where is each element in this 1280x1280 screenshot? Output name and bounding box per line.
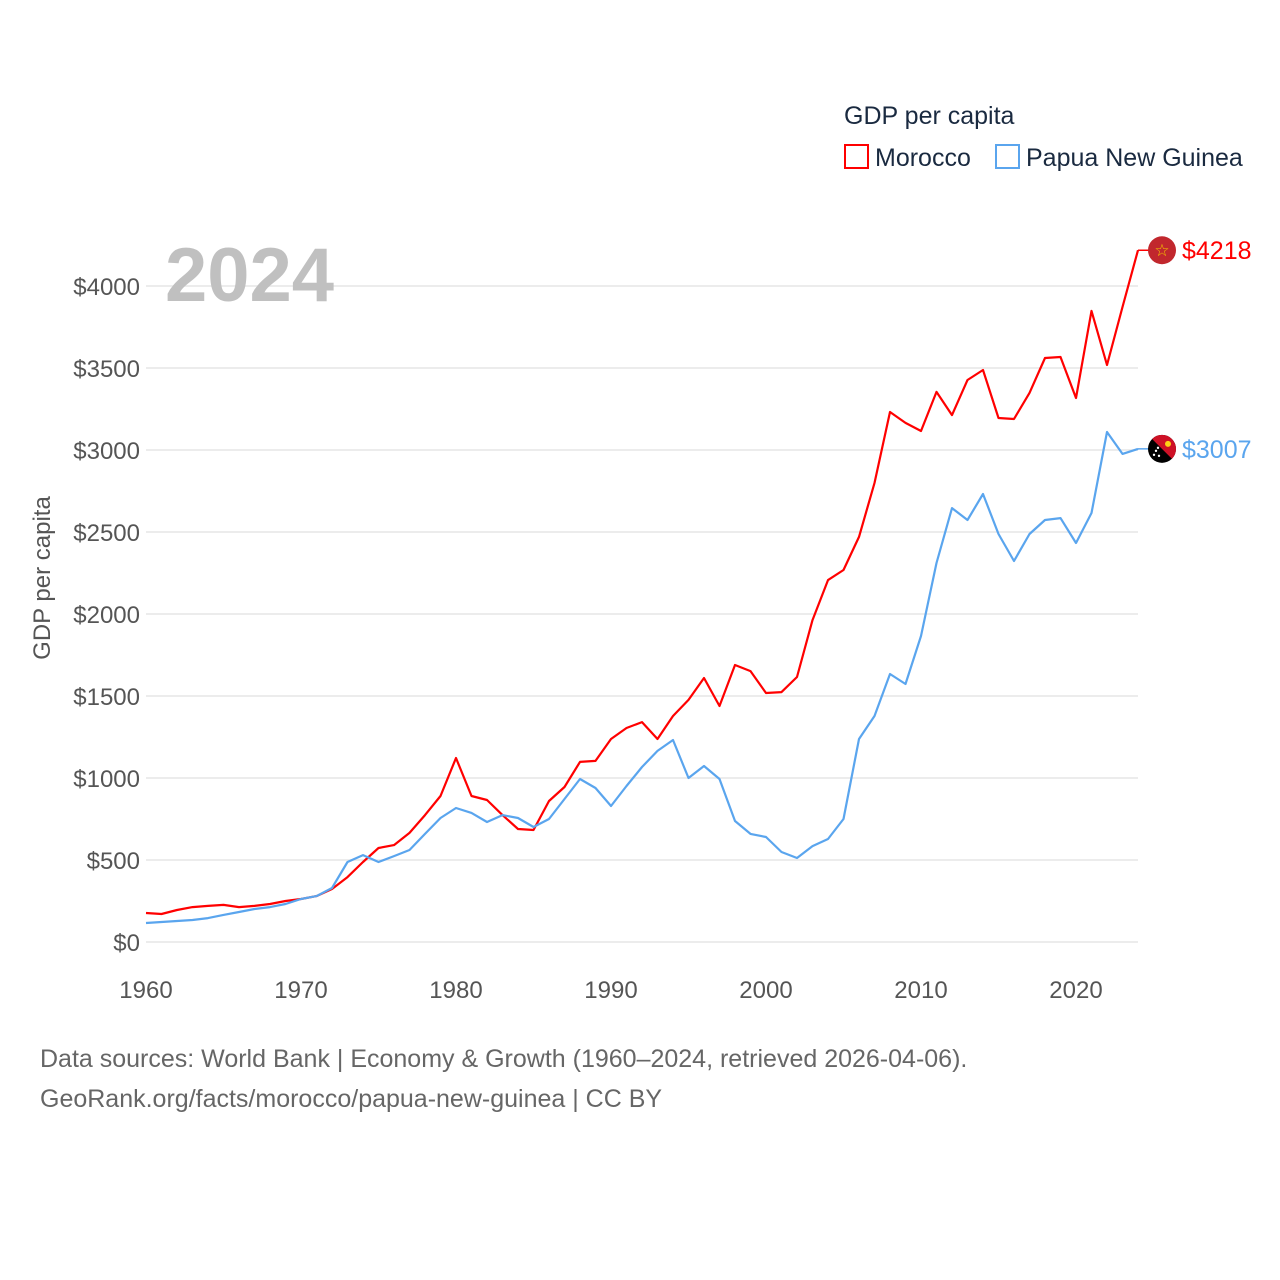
grid [146, 285, 1138, 943]
png-flag-icon [1148, 434, 1176, 463]
y-tick-label: $0 [113, 930, 140, 957]
x-tick-label: 1980 [429, 977, 482, 1004]
y-tick-label: $2000 [73, 602, 140, 629]
y-tick-label: $4000 [73, 274, 140, 301]
legend-item[interactable]: Morocco [844, 144, 971, 172]
x-tick-label: 2000 [739, 977, 792, 1004]
legend-swatch [844, 144, 869, 169]
x-tick-label: 1970 [274, 977, 327, 1004]
legend-title: GDP per capita [844, 102, 1015, 130]
legend-label: Papua New Guinea [1026, 144, 1243, 172]
series-line-0 [145, 249, 1140, 916]
year-watermark: 2024 [165, 233, 334, 318]
x-tick-label: 1990 [584, 977, 637, 1004]
legend: Morocco Papua New Guinea [844, 144, 1243, 172]
series-line-1 [145, 430, 1139, 925]
footer-sources: Data sources: World Bank | Economy & Gro… [40, 1045, 968, 1073]
x-axis-ticks: 1960 1970 1980 1990 2000 2010 2020 [119, 977, 1102, 1004]
legend-item[interactable]: Papua New Guinea [995, 144, 1243, 172]
series-lines [145, 249, 1140, 925]
x-tick-label: 2020 [1049, 977, 1102, 1004]
y-axis-label: GDP per capita [29, 496, 56, 660]
y-tick-label: $3500 [73, 356, 140, 383]
footer-link[interactable]: GeoRank.org/facts/morocco/papua-new-guin… [40, 1085, 663, 1113]
morocco-flag-icon: ☆ [1148, 236, 1176, 265]
x-tick-label: 1960 [119, 977, 172, 1004]
end-value-label: $3007 [1182, 436, 1252, 464]
y-tick-label: $3000 [73, 438, 140, 465]
legend-label: Morocco [875, 144, 971, 172]
x-tick-label: 2010 [894, 977, 947, 1004]
y-tick-label: $1500 [73, 684, 140, 711]
y-tick-label: $500 [87, 848, 140, 875]
legend-swatch [995, 144, 1020, 169]
y-tick-label: $2500 [73, 520, 140, 547]
series-end-labels: ☆ $4218 $3007 [1138, 236, 1252, 464]
svg-text:☆: ☆ [1154, 241, 1169, 260]
y-tick-label: $1000 [73, 766, 140, 793]
y-axis-ticks: $0 $500 $1000 $1500 $2000 $2500 $3000 $3500 $400… [73, 274, 140, 957]
end-value-label: $4218 [1182, 237, 1252, 265]
